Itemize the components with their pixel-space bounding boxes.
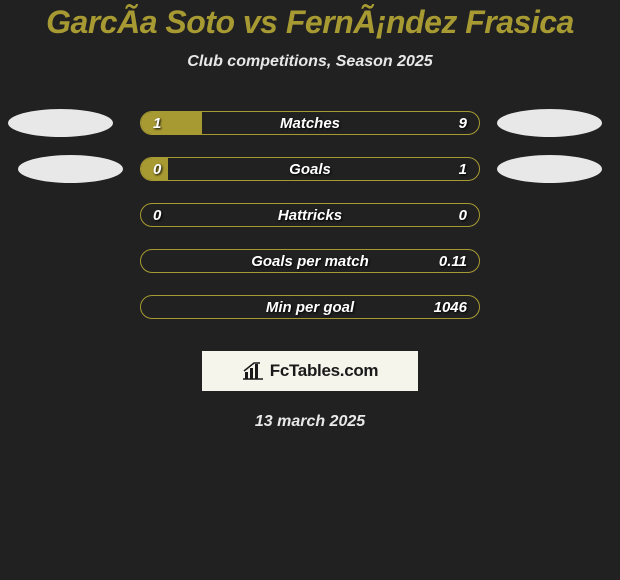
stat-label: Goals xyxy=(141,158,479,180)
comparison-title: GarcÃ­a Soto vs FernÃ¡ndez Frasica xyxy=(46,4,574,41)
stat-bar-left-fill xyxy=(141,158,168,180)
stat-bar-hattricks: 0 Hattricks 0 xyxy=(140,203,480,227)
stat-row: Goals per match 0.11 xyxy=(0,249,620,273)
stat-label: Goals per match xyxy=(141,250,479,272)
stat-row: 0 Hattricks 0 xyxy=(0,203,620,227)
player-right-avatar xyxy=(497,155,602,183)
fctables-logo[interactable]: FcTables.com xyxy=(202,351,418,391)
stat-bar-gpm: Goals per match 0.11 xyxy=(140,249,480,273)
fctables-logo-text: FcTables.com xyxy=(270,361,379,381)
stat-bar-left-fill xyxy=(141,112,202,134)
stat-right-value: 0 xyxy=(459,204,467,226)
stat-left-value: 0 xyxy=(153,204,161,226)
comparison-date: 13 march 2025 xyxy=(255,413,365,431)
player-left-avatar xyxy=(18,155,123,183)
stat-row: Min per goal 1046 xyxy=(0,295,620,319)
player-right-avatar xyxy=(497,109,602,137)
stat-right-value: 9 xyxy=(459,112,467,134)
stat-bar-mpg: Min per goal 1046 xyxy=(140,295,480,319)
stat-rows: 1 Matches 9 0 Goals 1 0 Hattricks xyxy=(0,111,620,319)
stat-right-value: 1046 xyxy=(434,296,467,318)
stat-right-value: 1 xyxy=(459,158,467,180)
stat-right-value: 0.11 xyxy=(439,250,467,272)
stat-row: 0 Goals 1 xyxy=(0,157,620,181)
stat-row: 1 Matches 9 xyxy=(0,111,620,135)
comparison-subtitle: Club competitions, Season 2025 xyxy=(187,53,432,71)
stat-label: Min per goal xyxy=(141,296,479,318)
stat-bar-goals: 0 Goals 1 xyxy=(140,157,480,181)
stat-label: Hattricks xyxy=(141,204,479,226)
bar-chart-icon xyxy=(242,362,264,380)
player-left-avatar xyxy=(8,109,113,137)
stat-bar-matches: 1 Matches 9 xyxy=(140,111,480,135)
